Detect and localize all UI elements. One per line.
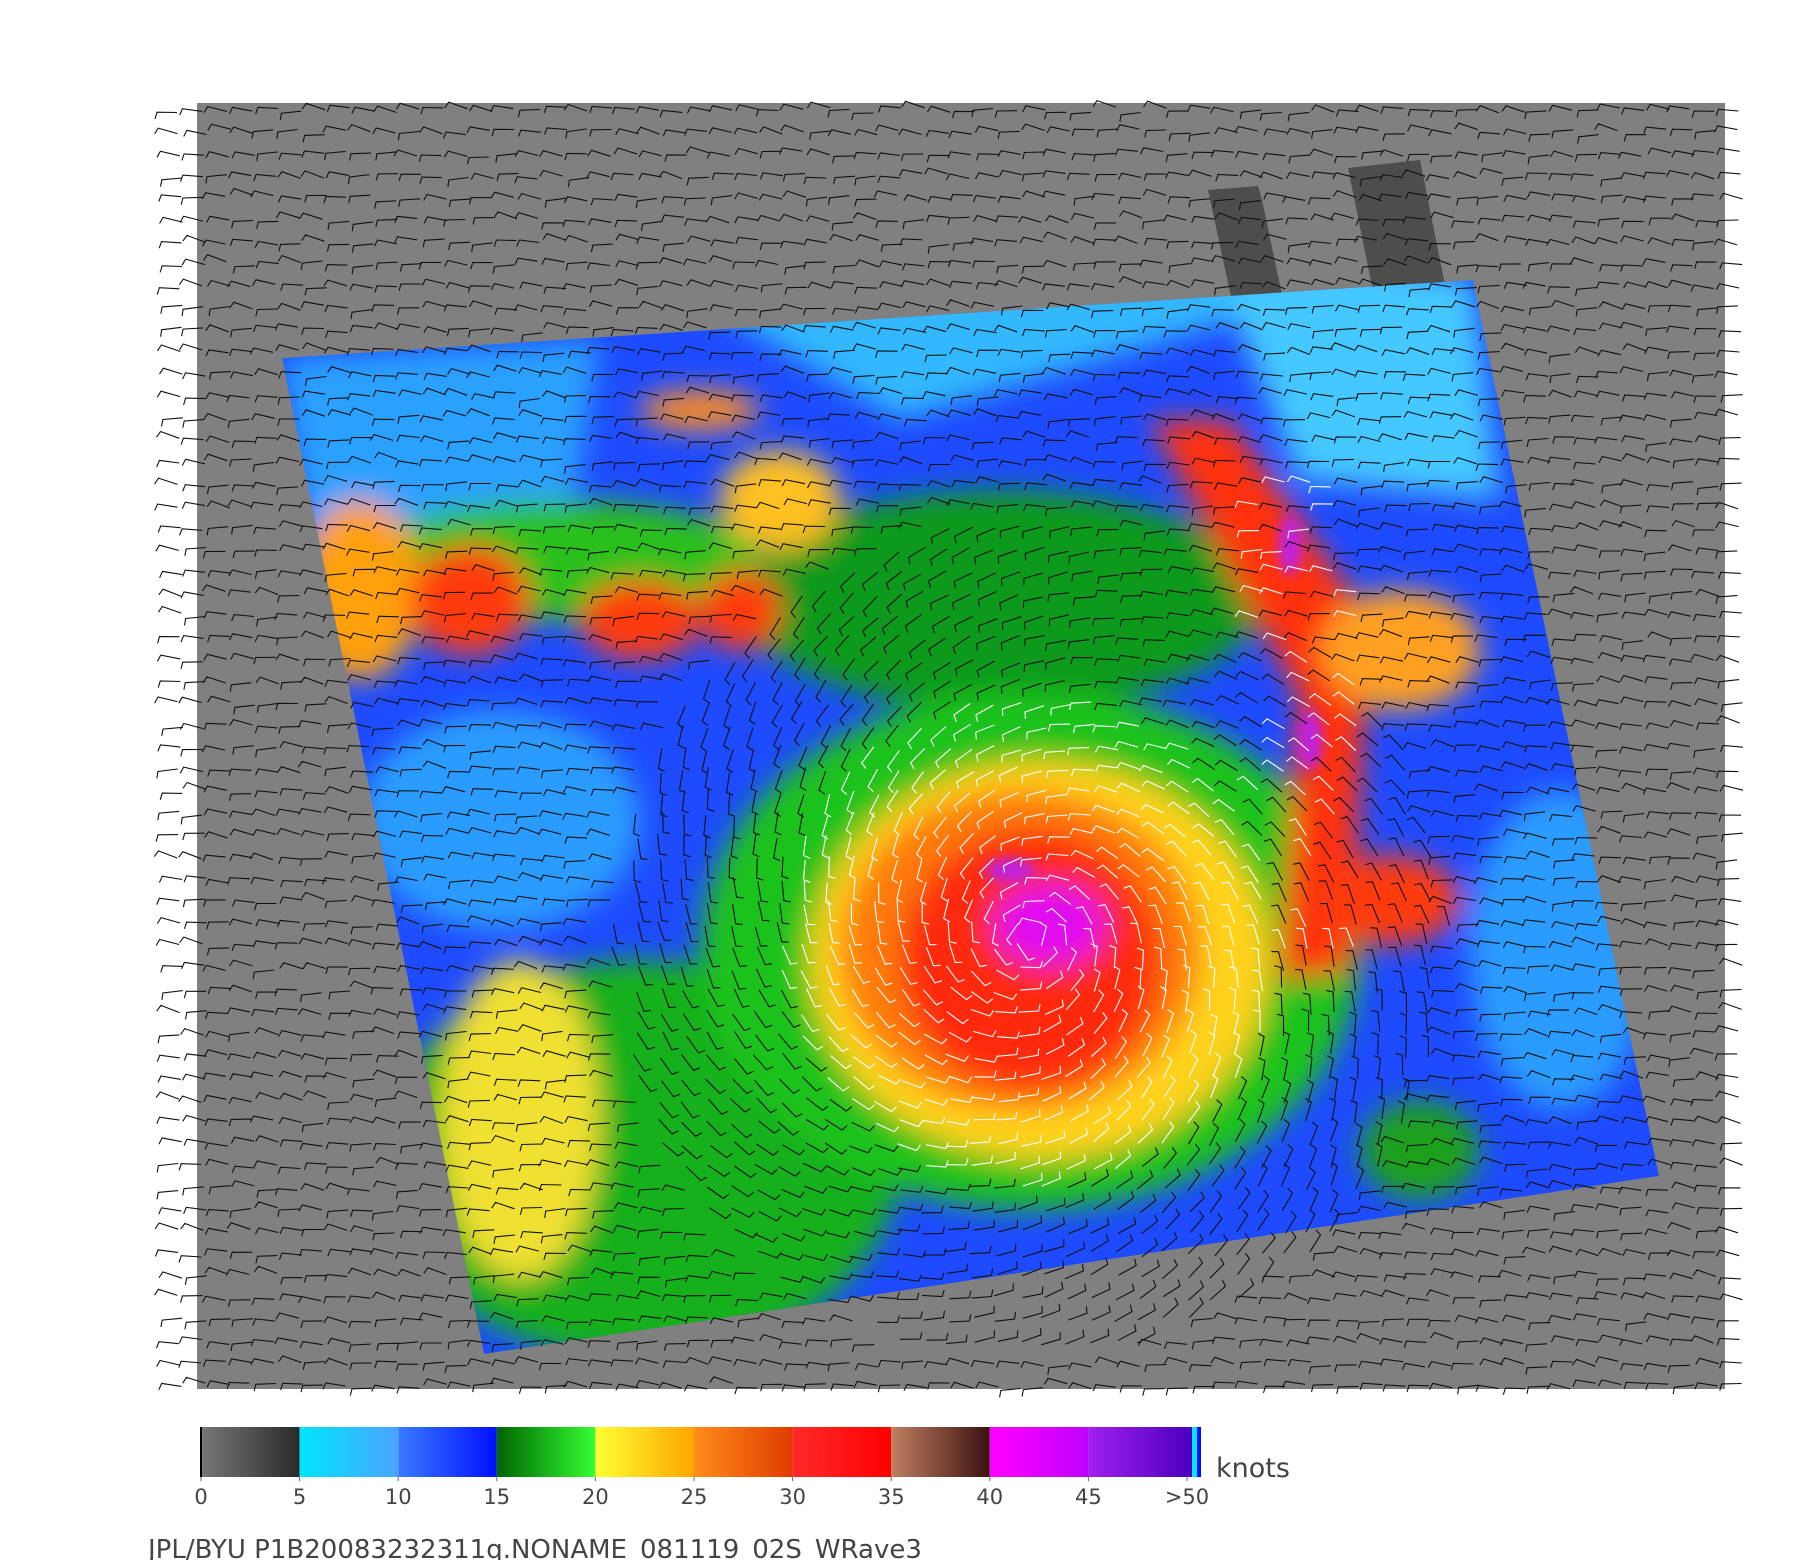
colorbar-segment [1088,1427,1187,1477]
colorbar-segment [398,1427,497,1477]
wind-barbs-low [153,99,1744,1398]
colorbar-overflow [1197,1427,1201,1477]
colorbar-segment [201,1427,300,1477]
colorbar-segment [496,1427,596,1477]
map-panel [153,99,1744,1398]
tick-label: 15 [483,1485,510,1509]
tick-label: >50 [1165,1485,1209,1509]
tick-label: 45 [1075,1485,1102,1509]
colorbar-segment [891,1427,990,1477]
colorbar-segment [792,1427,892,1477]
tick-label: 0 [194,1485,207,1509]
tick-label: 10 [385,1485,412,1509]
tick-label: 35 [878,1485,905,1509]
tick-label: 20 [582,1485,609,1509]
colorbar-segment [694,1427,793,1477]
colorbar-unit: knots [1216,1453,1290,1484]
wind-barbs [153,99,1744,1398]
colorbar-overflow [1192,1427,1197,1477]
colorbar-overflow [1187,1427,1192,1477]
wind-barbs-high [781,475,1357,1187]
caption: JPL/BYU P1B20083232311q.NONAME_081119_02… [146,1535,922,1560]
tick-label: 5 [293,1485,306,1509]
colorbar-segment [299,1427,399,1477]
tick-label: 30 [779,1485,806,1509]
tick-label: 25 [681,1485,708,1509]
colorbar: 0 5 10 15 20 25 30 35 40 45 >50 knots [194,1427,1290,1509]
colorbar-segment [595,1427,694,1477]
tick-label: 40 [976,1485,1003,1509]
colorbar-segment [989,1427,1089,1477]
wind-speed-field [282,280,1659,1354]
